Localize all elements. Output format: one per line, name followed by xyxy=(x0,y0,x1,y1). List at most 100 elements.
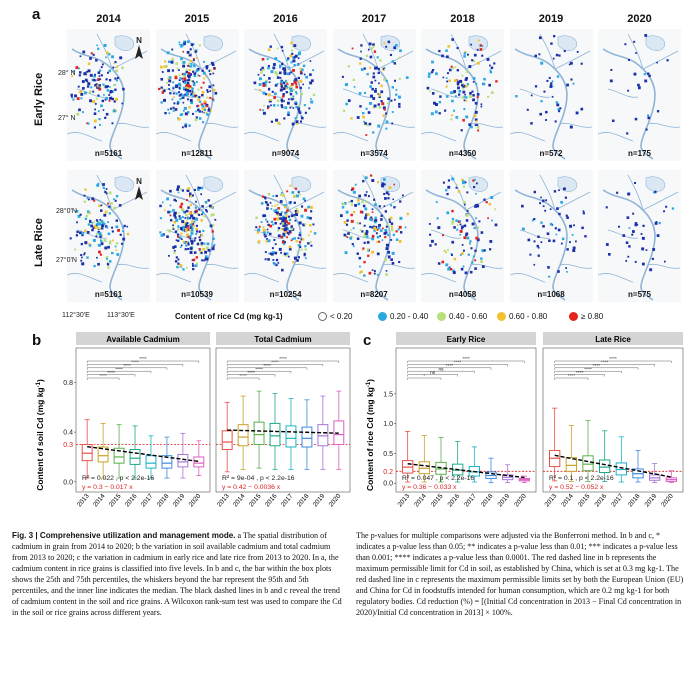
sample-point xyxy=(184,112,188,116)
sample-point xyxy=(454,66,457,68)
sample-point xyxy=(108,205,111,208)
sample-point xyxy=(76,221,78,224)
sample-point xyxy=(294,187,297,190)
river-line xyxy=(519,229,550,239)
sample-point xyxy=(126,232,130,236)
sample-point xyxy=(96,44,98,47)
sample-point xyxy=(438,101,442,104)
sample-point xyxy=(284,106,288,110)
sample-point xyxy=(266,228,269,231)
sample-point xyxy=(182,101,184,104)
sample-point xyxy=(643,72,646,76)
sample-point xyxy=(354,183,357,186)
sample-point xyxy=(185,218,188,221)
sample-point xyxy=(490,66,494,70)
sample-point xyxy=(122,237,126,241)
facet-title: Total Cadmium xyxy=(254,335,311,344)
sample-point xyxy=(488,202,492,206)
sample-point xyxy=(397,95,401,99)
sample-point xyxy=(179,188,182,191)
sample-point xyxy=(364,214,367,217)
sample-point xyxy=(634,181,637,184)
sample-point xyxy=(117,228,120,232)
river-line xyxy=(559,122,592,128)
sample-point xyxy=(307,242,310,245)
significance-label: **** xyxy=(462,356,470,362)
facet-frame xyxy=(215,347,351,493)
sample-point xyxy=(271,247,274,250)
sample-point xyxy=(379,100,383,103)
sample-point xyxy=(90,224,94,228)
sample-point xyxy=(369,218,373,222)
sample-point xyxy=(257,228,261,232)
sample-point xyxy=(178,84,181,87)
sample-point xyxy=(209,224,212,228)
sample-point xyxy=(174,76,177,80)
sample-point xyxy=(193,251,196,254)
sample-point xyxy=(114,109,117,112)
sample-point xyxy=(383,183,386,186)
sample-point xyxy=(462,265,465,268)
sample-point xyxy=(383,197,387,200)
sample-point xyxy=(92,78,95,82)
sample-point xyxy=(183,223,186,226)
sample-point xyxy=(83,72,87,76)
river-line xyxy=(273,33,290,70)
sample-point xyxy=(103,213,107,217)
sample-point xyxy=(373,50,376,53)
sample-point xyxy=(192,59,195,62)
y-tick-label: 1.0 xyxy=(383,421,393,428)
sample-point xyxy=(178,236,182,240)
sample-point xyxy=(463,201,466,204)
sample-point xyxy=(280,98,284,102)
sample-point xyxy=(253,81,257,85)
sample-point xyxy=(312,69,315,72)
sample-point xyxy=(177,191,179,194)
sample-point xyxy=(302,238,305,241)
sample-point xyxy=(187,89,191,93)
sample-point xyxy=(483,249,486,252)
sample-point xyxy=(471,59,474,62)
sample-point xyxy=(456,69,459,72)
sample-point xyxy=(94,79,97,82)
sample-point xyxy=(489,240,493,243)
x-tick-label: 2015 xyxy=(248,492,263,508)
sample-point xyxy=(167,112,170,115)
sample-count: n=5161 xyxy=(94,290,123,299)
sample-point xyxy=(341,206,344,209)
sample-point xyxy=(104,85,108,89)
sample-point xyxy=(461,84,464,87)
sample-point xyxy=(286,83,289,86)
sample-point xyxy=(474,259,477,262)
sample-point xyxy=(451,240,455,244)
trend-stats: R² = 0.1 , p < 2.2e-16 xyxy=(549,475,614,482)
sample-count: n=4058 xyxy=(448,290,477,299)
significance-bracket xyxy=(407,367,492,370)
sample-point xyxy=(272,259,275,261)
sample-point xyxy=(70,93,73,96)
sample-point xyxy=(345,223,348,226)
sample-point xyxy=(391,60,394,63)
lake-shape xyxy=(645,176,666,192)
sample-point xyxy=(295,91,298,94)
sample-point xyxy=(569,125,573,129)
sample-point xyxy=(191,194,194,197)
sample-point xyxy=(267,88,271,91)
year-label-2018: 2018 xyxy=(450,13,475,25)
sample-point xyxy=(104,210,108,214)
sample-point xyxy=(391,261,394,265)
sample-point xyxy=(86,197,89,200)
sample-point xyxy=(108,53,111,56)
sample-point xyxy=(634,260,637,263)
sample-point xyxy=(189,231,193,235)
sample-point xyxy=(182,42,186,46)
sample-point xyxy=(568,224,572,228)
sample-point xyxy=(94,102,97,105)
sample-point xyxy=(264,235,266,238)
sample-point xyxy=(307,205,310,209)
sample-point xyxy=(113,108,116,111)
river-line xyxy=(421,273,457,283)
sample-point xyxy=(372,198,375,201)
sample-point xyxy=(174,85,178,89)
